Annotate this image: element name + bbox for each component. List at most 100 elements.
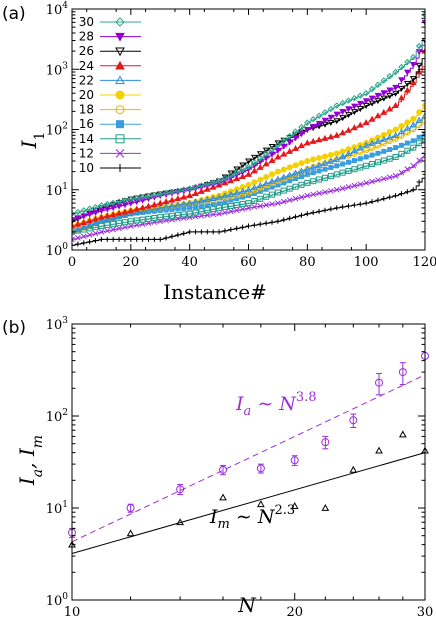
series-30-point xyxy=(139,193,146,201)
series-30-point xyxy=(357,92,364,99)
series-24-point xyxy=(368,115,376,122)
series-16-point xyxy=(281,180,287,186)
series-16-point xyxy=(163,207,169,213)
series-30-point xyxy=(233,169,240,176)
series-12-point xyxy=(180,215,187,221)
x-tick-label: 20 xyxy=(286,605,303,617)
series-16-point xyxy=(175,206,181,212)
series-24-point xyxy=(345,126,352,133)
series-12-point xyxy=(86,232,93,238)
series-16-point xyxy=(328,164,334,170)
series-14-point xyxy=(245,200,252,207)
series-10-point xyxy=(287,215,293,221)
series-10-point xyxy=(228,227,234,233)
series-24-point xyxy=(86,217,93,224)
series-Ia-point xyxy=(290,456,299,465)
series-30-point xyxy=(310,116,317,123)
series-12-point xyxy=(375,177,381,183)
series-22-point xyxy=(315,161,323,168)
series-16-point xyxy=(240,194,246,200)
legend-marker-10 xyxy=(116,164,124,172)
x-tick-label: 20 xyxy=(123,255,140,270)
series-12-point xyxy=(357,181,364,188)
series-30-point xyxy=(127,195,135,203)
series-26-point xyxy=(404,80,411,87)
series-24-point xyxy=(145,202,152,209)
series-22-point xyxy=(404,124,411,131)
series-24-point xyxy=(109,211,117,218)
y-tick-label: 103 xyxy=(46,316,69,333)
series-Ia-point xyxy=(176,485,185,494)
series-16-point xyxy=(310,170,316,176)
series-14-point xyxy=(310,178,317,185)
series-24-point xyxy=(121,208,129,215)
panel-a-xlabel: Instance# xyxy=(163,280,267,304)
legend-label-22: 22 xyxy=(79,73,94,87)
series-26-point xyxy=(274,140,282,147)
series-14-point xyxy=(327,173,334,180)
series-12-point xyxy=(122,224,128,231)
series-14-point xyxy=(286,185,293,192)
series-28-point xyxy=(103,206,111,213)
panel-a-data xyxy=(72,11,425,248)
series-24-point xyxy=(180,193,188,200)
series-12-point xyxy=(216,210,222,217)
series-28-point xyxy=(109,205,117,212)
series-12-point xyxy=(328,188,334,194)
series-30-point xyxy=(221,174,229,182)
series-28-point xyxy=(368,95,376,102)
series-30-point xyxy=(74,208,82,216)
series-10-point xyxy=(163,235,169,241)
series-22-point xyxy=(298,167,305,174)
series-16-point xyxy=(210,201,216,207)
series-22-point xyxy=(333,155,341,162)
series-10-point xyxy=(110,236,116,242)
legend-marker-14 xyxy=(115,134,125,144)
series-14-point xyxy=(345,167,352,174)
series-22-point xyxy=(215,193,223,200)
panel-b-frame xyxy=(71,323,426,601)
series-30-point xyxy=(380,77,388,84)
series-24-point xyxy=(233,175,241,182)
legend-marker-22 xyxy=(115,75,125,85)
series-10-point xyxy=(151,236,157,242)
panel-b-ticks: 10 20 30 100 101 102 103 xyxy=(46,316,434,617)
series-24-point xyxy=(80,218,88,226)
series-24-point xyxy=(274,153,282,160)
series-30-point xyxy=(104,200,111,208)
series-10-point xyxy=(269,219,275,225)
series-22-point xyxy=(286,171,294,178)
series-26-point xyxy=(409,76,417,83)
series-12-point xyxy=(245,205,252,211)
series-Im-point xyxy=(257,500,265,508)
x-tick-label: 30 xyxy=(417,605,434,617)
series-28-point xyxy=(333,111,341,118)
series-28-point xyxy=(74,215,82,222)
series-22-point xyxy=(386,133,394,140)
series-30-point xyxy=(180,186,187,193)
series-20-point xyxy=(392,126,399,133)
series-28-point xyxy=(92,209,99,216)
series-22-point xyxy=(139,207,146,214)
series-12 xyxy=(72,151,425,243)
series-16-point xyxy=(346,159,352,165)
series-12-point xyxy=(251,204,258,210)
series-28-point xyxy=(392,84,399,91)
series-24-point xyxy=(245,170,252,177)
series-22-point xyxy=(380,135,388,142)
series-30-point xyxy=(174,187,182,194)
series-22-point xyxy=(151,205,158,212)
series-10-point xyxy=(187,229,193,235)
y-tick-label: 104 xyxy=(46,1,69,18)
series-24-point xyxy=(298,142,305,149)
series-Ia-point xyxy=(219,465,228,474)
series-22-point xyxy=(398,128,405,135)
legend-label-24: 24 xyxy=(79,59,94,73)
series-20-point xyxy=(416,109,423,116)
panel-b-annotations: Ia ∼ N3.8 Im ∼ N2.3 xyxy=(209,390,317,532)
series-10-point xyxy=(257,221,263,227)
series-14-point xyxy=(380,157,387,164)
series-12-point xyxy=(380,175,387,182)
series-28-point xyxy=(374,92,382,99)
